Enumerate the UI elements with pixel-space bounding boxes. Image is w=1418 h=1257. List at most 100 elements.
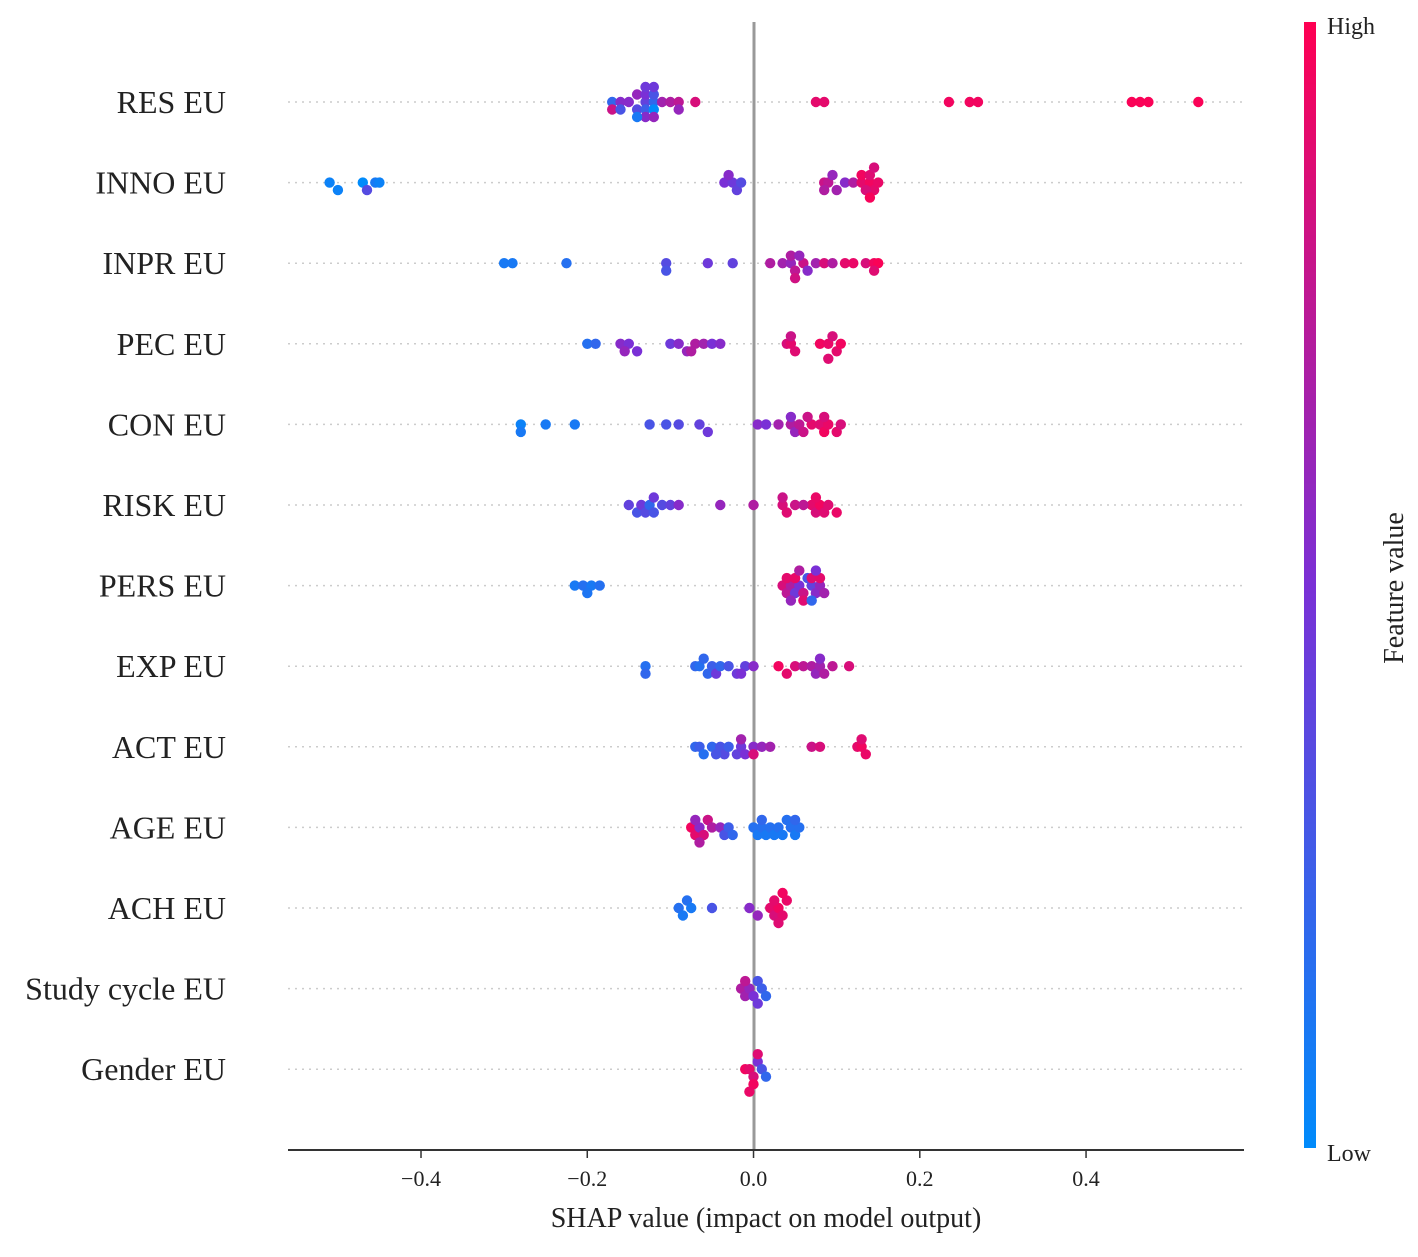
shap-point [640,661,651,672]
shap-point [723,169,734,181]
shap-point [773,917,784,929]
shap-point [507,258,518,269]
shap-point [648,492,659,503]
shap-point [661,419,672,430]
shap-point [1134,96,1146,108]
shap-point [374,177,385,188]
shap-point [648,96,659,108]
shap-point [332,184,344,196]
shap-point [702,258,713,269]
shap-point [798,587,809,599]
shap-point [835,419,846,430]
shap-point [814,338,826,349]
feature-points-group [740,1049,772,1097]
shap-point [648,89,659,100]
shap-point [723,741,734,752]
shap-point [794,565,805,576]
shap-point [690,96,701,108]
shap-point [748,1071,759,1082]
x-tick-label: −0.4 [401,1166,441,1191]
x-axis-title: SHAP value (impact on model output) [551,1203,982,1234]
shap-point [860,749,871,760]
shap-point [698,749,709,760]
shap-point [1143,96,1154,108]
shap-point [789,814,801,826]
shap-point [819,258,830,269]
shap-point [631,111,643,123]
feature-points-group [582,331,846,364]
shap-point [673,419,684,430]
shap-point [972,96,984,108]
shap-point [607,96,618,108]
shap-point [661,258,672,269]
shap-point [665,499,676,511]
shap-point [781,668,792,679]
shap-point [777,829,788,841]
shap-point [615,104,626,115]
shap-point [839,258,851,269]
shap-point [686,346,697,357]
shap-point [827,169,838,181]
feature-label: ACH EU [108,890,226,926]
shap-point [810,96,822,108]
feature-label: INPR EU [102,245,226,281]
feature-points-group [324,162,884,203]
feature-label: RES EU [117,84,226,120]
shap-point [752,998,763,1009]
shap-point [777,887,788,899]
x-tick-label: 0.2 [906,1166,934,1191]
shap-point [665,338,676,349]
shap-point [673,104,684,115]
colorbar [1304,22,1316,1148]
shap-point [789,499,801,511]
feature-points-group [690,734,871,760]
shap-point [735,668,747,679]
shap-point [798,595,809,606]
shap-point [631,346,643,357]
feature-points-group [735,975,772,1009]
shap-point [756,814,767,826]
shap-point [856,169,867,181]
shap-point [740,749,751,760]
shap-point [694,419,705,430]
shap-point [864,192,876,203]
colorbar-low-label: Low [1327,1141,1372,1167]
shap-point [744,902,755,914]
shap-point [827,258,838,269]
shap-point [715,499,726,511]
shap-point [698,653,709,664]
x-tick-label: 0.0 [740,1166,768,1191]
shap-point [806,595,817,606]
feature-label: AGE EU [110,809,226,845]
shap-point [802,411,813,423]
shap-point [773,661,784,672]
shap-point [648,111,659,123]
shap-point [752,910,763,921]
shap-point [748,499,759,511]
shap-point [648,81,659,93]
shap-point [781,572,792,584]
shap-point [498,258,510,269]
shap-point [794,250,805,261]
shap-point [765,258,776,269]
feature-label: Study cycle EU [25,971,226,1007]
shap-point [777,258,788,269]
shap-point [748,749,759,760]
shap-point [656,499,668,511]
shap-point [735,177,747,188]
shap-point [673,338,684,349]
feature-label: PEC EU [117,326,226,362]
shap-point [515,419,526,430]
feature-points-group [686,814,805,848]
shap-point [748,661,759,672]
shap-point [702,426,713,438]
shap-point [835,338,846,349]
shap-point [698,338,709,349]
shap-point [640,668,651,679]
feature-points-group [498,250,884,284]
shap-point [706,338,718,349]
shap-point [798,426,809,438]
shap-point [324,177,335,188]
shap-point [1193,96,1204,108]
shap-point [710,749,722,760]
